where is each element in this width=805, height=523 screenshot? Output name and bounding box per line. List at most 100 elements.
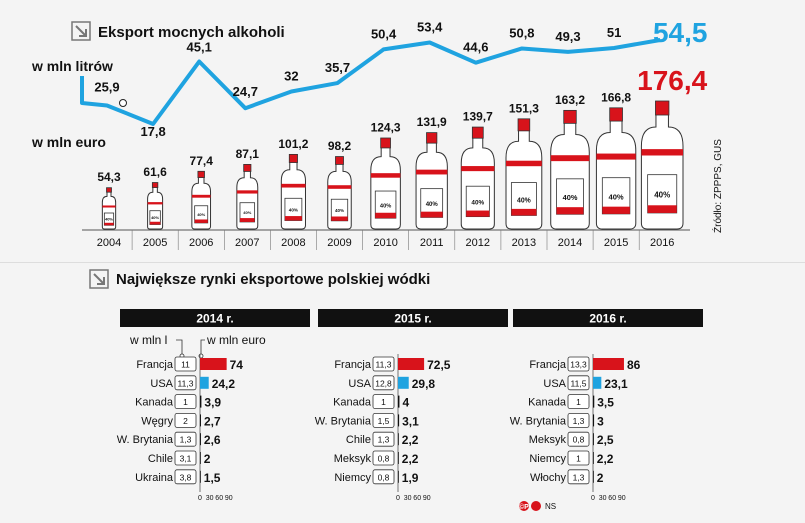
liters-box (174, 469, 197, 485)
bottle-label-stripe (375, 212, 396, 219)
bottle-label-stripe (284, 216, 302, 221)
axis-tick-label: 30 (404, 495, 412, 502)
euro-value-label: 61,6 (143, 165, 167, 179)
country-label: Meksyk (529, 434, 567, 446)
liters-value-label: 51 (607, 25, 621, 40)
diagonal-arrow-icon (89, 269, 109, 289)
euro-bar (200, 358, 227, 370)
liters-line (80, 38, 661, 126)
euro-bar (200, 376, 209, 389)
euro-bar (200, 433, 201, 446)
bottle-label-stripe (466, 210, 490, 217)
euro-value-label: 24,2 (212, 377, 236, 391)
country-label: Węgry (141, 415, 173, 427)
panel-header-bar (513, 309, 703, 327)
euro-value-label: 4 (402, 396, 409, 410)
euro-value-label: 54,3 (97, 170, 121, 184)
country-label: Niemcy (334, 472, 371, 484)
bottle-band (370, 173, 401, 178)
liters-value-label: 53,4 (417, 20, 443, 35)
liters-value: 2 (183, 416, 188, 426)
bottle-cap (471, 126, 484, 139)
liters-box (372, 375, 395, 391)
liters-value: 0,8 (573, 435, 585, 445)
liters-value-label: 25,9 (94, 79, 119, 94)
liters-value: 1,3 (180, 435, 192, 445)
bottle-label-stripe (511, 208, 537, 216)
liters-value: 11 (181, 360, 190, 370)
country-label: Włochy (530, 472, 567, 484)
euro-value-label: 3,1 (402, 414, 419, 428)
year-tick-label: 2011 (420, 237, 444, 249)
euro-value-label: 131,9 (417, 115, 447, 129)
panel-year-title: 2015 r. (394, 312, 431, 326)
year-tick-label: 2004 (97, 237, 121, 249)
bottle-band (550, 155, 590, 162)
country-label: Ukraina (135, 472, 174, 484)
bottle-percent: 40% (654, 191, 670, 200)
euro-bar (593, 395, 595, 408)
euro-bar (398, 358, 425, 370)
bottle-label-stripe (331, 216, 348, 221)
bottle-label-stripe (556, 207, 584, 215)
bottle-label-box (330, 198, 349, 222)
section2-title: Największe rynki eksportowe polskiej wód… (116, 271, 430, 288)
euro-value-label: 72,5 (427, 358, 451, 372)
axis-tick-label: 30 (599, 495, 607, 502)
country-label: USA (150, 378, 173, 390)
section-divider (0, 262, 805, 263)
euro-value-label: 151,3 (509, 101, 539, 115)
panel-2016 r.: 2016 r. 0 30 60 90 Francja 13,3 86 USA 11,5 23,1 Ka… (510, 309, 703, 502)
country-label: Chile (346, 434, 371, 446)
country-label: Kanada (333, 397, 372, 409)
bottle-label-stripe (194, 219, 208, 223)
liters-box (567, 412, 590, 428)
liters-value: 1 (576, 454, 581, 464)
liters-value-label: 17,8 (140, 124, 165, 139)
year-tick-label: 2009 (327, 237, 351, 249)
liters-value-label: 44,6 (463, 40, 488, 55)
liters-value: 3,1 (180, 454, 192, 464)
euro-value-label: 2,2 (402, 452, 419, 466)
euro-bar (200, 470, 201, 483)
axis-tick-label: 0 (198, 495, 202, 502)
country-label: Francja (334, 359, 372, 371)
bottle-band (191, 194, 211, 198)
liters-box (372, 450, 395, 466)
bottle-label-stripe (149, 221, 161, 225)
liters-box (174, 375, 197, 391)
euro-value-label: 2,2 (597, 452, 614, 466)
euro-value-label: 2,2 (402, 433, 419, 447)
bottle-label-stripe (239, 218, 255, 222)
year-tick-label: 2012 (466, 237, 490, 249)
liters-value: 1 (381, 397, 386, 407)
liters-box (174, 450, 197, 466)
euro-value-label: 176,4 (637, 65, 707, 96)
bottle-band (506, 160, 542, 167)
liters-box (567, 469, 590, 485)
liters-box (567, 394, 590, 410)
bottle-percent: 40% (197, 212, 205, 217)
liters-value-label: 24,7 (233, 84, 258, 99)
bottle-band (147, 202, 163, 205)
euro-bar (593, 376, 602, 389)
liters-box (372, 412, 395, 428)
euro-value-label: 124,3 (371, 120, 401, 134)
liters-value: 11,5 (571, 378, 587, 388)
bottle-band (236, 190, 258, 194)
bottle-band (281, 183, 306, 188)
year-tick-label: 2016 (650, 237, 674, 249)
axis-tick-label: 0 (591, 495, 595, 502)
bottle-cap (426, 132, 438, 144)
liters-box (567, 431, 590, 447)
euro-value-label: 139,7 (463, 110, 493, 124)
euro-value-label: 86 (627, 358, 641, 372)
euro-series-label: w mln euro (31, 134, 106, 150)
bottle-percent: 40% (151, 215, 159, 220)
bottle-label-box (194, 205, 209, 224)
footer-logo-text: ©P (519, 503, 529, 511)
euro-value-label: 87,1 (236, 147, 260, 161)
liters-box (174, 412, 197, 428)
